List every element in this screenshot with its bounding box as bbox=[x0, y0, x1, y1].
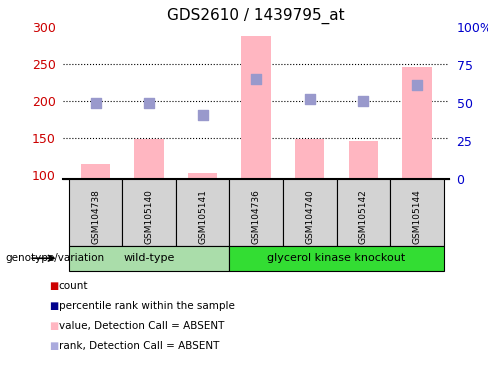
Bar bbox=[348, 141, 378, 179]
Text: genotype/variation: genotype/variation bbox=[5, 253, 104, 263]
Text: wild-type: wild-type bbox=[123, 253, 175, 263]
Point bbox=[252, 76, 260, 82]
Bar bbox=[134, 139, 164, 179]
Text: GSM104738: GSM104738 bbox=[91, 189, 100, 244]
Text: ■: ■ bbox=[49, 301, 58, 311]
Text: ■: ■ bbox=[49, 341, 58, 351]
Text: value, Detection Call = ABSENT: value, Detection Call = ABSENT bbox=[59, 321, 224, 331]
Text: GSM104736: GSM104736 bbox=[252, 189, 261, 244]
Bar bbox=[242, 36, 271, 179]
Text: GSM105141: GSM105141 bbox=[198, 189, 207, 244]
Point bbox=[306, 96, 314, 102]
Title: GDS2610 / 1439795_at: GDS2610 / 1439795_at bbox=[167, 8, 345, 24]
Text: GSM105140: GSM105140 bbox=[144, 189, 154, 244]
Point bbox=[199, 112, 206, 118]
Point bbox=[145, 100, 153, 106]
Text: rank, Detection Call = ABSENT: rank, Detection Call = ABSENT bbox=[59, 341, 219, 351]
Text: count: count bbox=[59, 281, 88, 291]
Text: GSM104740: GSM104740 bbox=[305, 189, 314, 244]
Text: ■: ■ bbox=[49, 281, 58, 291]
Text: glycerol kinase knockout: glycerol kinase knockout bbox=[267, 253, 406, 263]
Text: percentile rank within the sample: percentile rank within the sample bbox=[59, 301, 234, 311]
Point bbox=[413, 81, 421, 88]
Bar bbox=[402, 67, 431, 179]
Bar bbox=[81, 164, 110, 179]
Point bbox=[92, 100, 100, 106]
Text: GSM105144: GSM105144 bbox=[412, 189, 421, 244]
Point bbox=[359, 98, 367, 104]
Text: ■: ■ bbox=[49, 321, 58, 331]
Text: GSM105142: GSM105142 bbox=[359, 189, 368, 244]
Bar bbox=[295, 139, 325, 179]
Bar bbox=[188, 173, 217, 179]
